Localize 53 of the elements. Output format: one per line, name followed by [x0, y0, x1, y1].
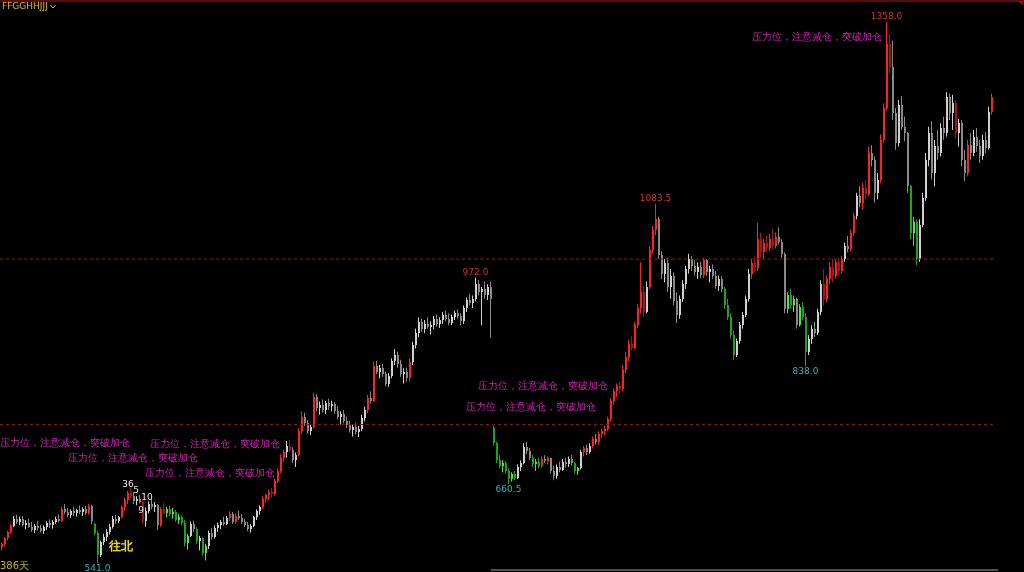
annotation: 10 [141, 491, 153, 502]
candlestick [669, 268, 672, 300]
candlestick [861, 182, 864, 210]
annotation: 36 [122, 478, 134, 489]
annotation: 压力位，注意减仓，突破加仓 [466, 401, 596, 412]
candlestick [984, 131, 987, 154]
candlestick [207, 530, 210, 550]
candlestick [429, 320, 432, 336]
candlestick [936, 129, 939, 161]
candlestick [822, 268, 825, 306]
candlestick [912, 216, 915, 247]
candlestick [663, 258, 666, 283]
candlestick [789, 288, 792, 310]
candlestick [831, 258, 834, 283]
candlestick [948, 93, 951, 121]
candlestick [981, 134, 984, 161]
candlestick [159, 506, 162, 528]
annotation: 往北 [109, 539, 133, 553]
candlestick [951, 94, 954, 131]
annotation: 1083.5 [639, 192, 672, 203]
annotation: 972.0 [462, 266, 489, 277]
candlestick [876, 172, 879, 200]
candlestick [858, 185, 861, 208]
annotation: 压力位，注意减仓，突破加仓 [68, 452, 198, 463]
annotation: 660.5 [495, 483, 522, 494]
candlestick [957, 118, 960, 147]
candlestick [750, 258, 753, 280]
candlestick [642, 285, 645, 318]
candlestick [762, 238, 765, 260]
candlestick [942, 116, 945, 141]
candlestick [786, 291, 789, 314]
candlestick [972, 129, 975, 157]
candlestick [579, 449, 582, 471]
annotation: 压力位，注意减仓，突破加仓 [752, 31, 882, 42]
candlestick [864, 179, 867, 200]
annotation: 541.0 [84, 562, 111, 572]
candlestick [990, 93, 993, 116]
annotation: 压力位，注意减仓，突破加仓 [150, 438, 280, 449]
candlestick [843, 242, 846, 263]
candlestick [183, 519, 186, 547]
annotation: 压力位，注意减仓，突破加仓 [0, 437, 130, 448]
candlestick [978, 139, 981, 164]
candlestick [969, 132, 972, 161]
candlestick [855, 192, 858, 220]
chart-title: FFGGHHJJJ [2, 1, 48, 11]
annotation: 9 [138, 504, 144, 515]
annotation: 5 [133, 484, 139, 495]
annotation: 386天 [0, 560, 30, 571]
candlestick [888, 33, 891, 75]
annotation: 压力位，注意减仓，突破加仓 [145, 467, 275, 478]
annotation: 1358.0 [870, 10, 903, 21]
annotation: 压力位，注意减仓，突破加仓 [478, 380, 608, 391]
annotation: 838.0 [792, 365, 819, 376]
